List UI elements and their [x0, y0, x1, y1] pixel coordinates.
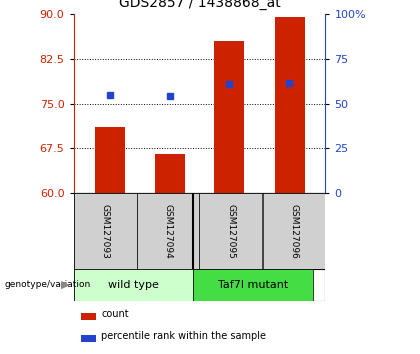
Text: genotype/variation: genotype/variation	[4, 280, 90, 290]
Text: count: count	[101, 309, 129, 319]
Title: GDS2857 / 1438868_at: GDS2857 / 1438868_at	[118, 0, 281, 10]
Text: GSM127094: GSM127094	[163, 204, 173, 258]
Text: GSM127095: GSM127095	[226, 204, 236, 258]
Bar	[74, 193, 136, 269]
Bar	[81, 336, 96, 342]
Bar	[275, 17, 304, 193]
Bar	[74, 269, 194, 301]
Bar	[155, 154, 184, 193]
Bar	[94, 127, 124, 193]
Text: GSM127096: GSM127096	[289, 204, 299, 258]
Bar	[215, 41, 244, 193]
Bar	[262, 193, 326, 269]
Text: GSM127093: GSM127093	[100, 204, 110, 258]
Bar	[136, 193, 200, 269]
Bar	[81, 313, 96, 320]
Bar	[194, 269, 313, 301]
Text: wild type: wild type	[108, 280, 159, 290]
Text: percentile rank within the sample: percentile rank within the sample	[101, 331, 266, 341]
Text: Taf7l mutant: Taf7l mutant	[218, 280, 289, 290]
Bar	[200, 193, 262, 269]
Text: ▶: ▶	[61, 280, 69, 290]
